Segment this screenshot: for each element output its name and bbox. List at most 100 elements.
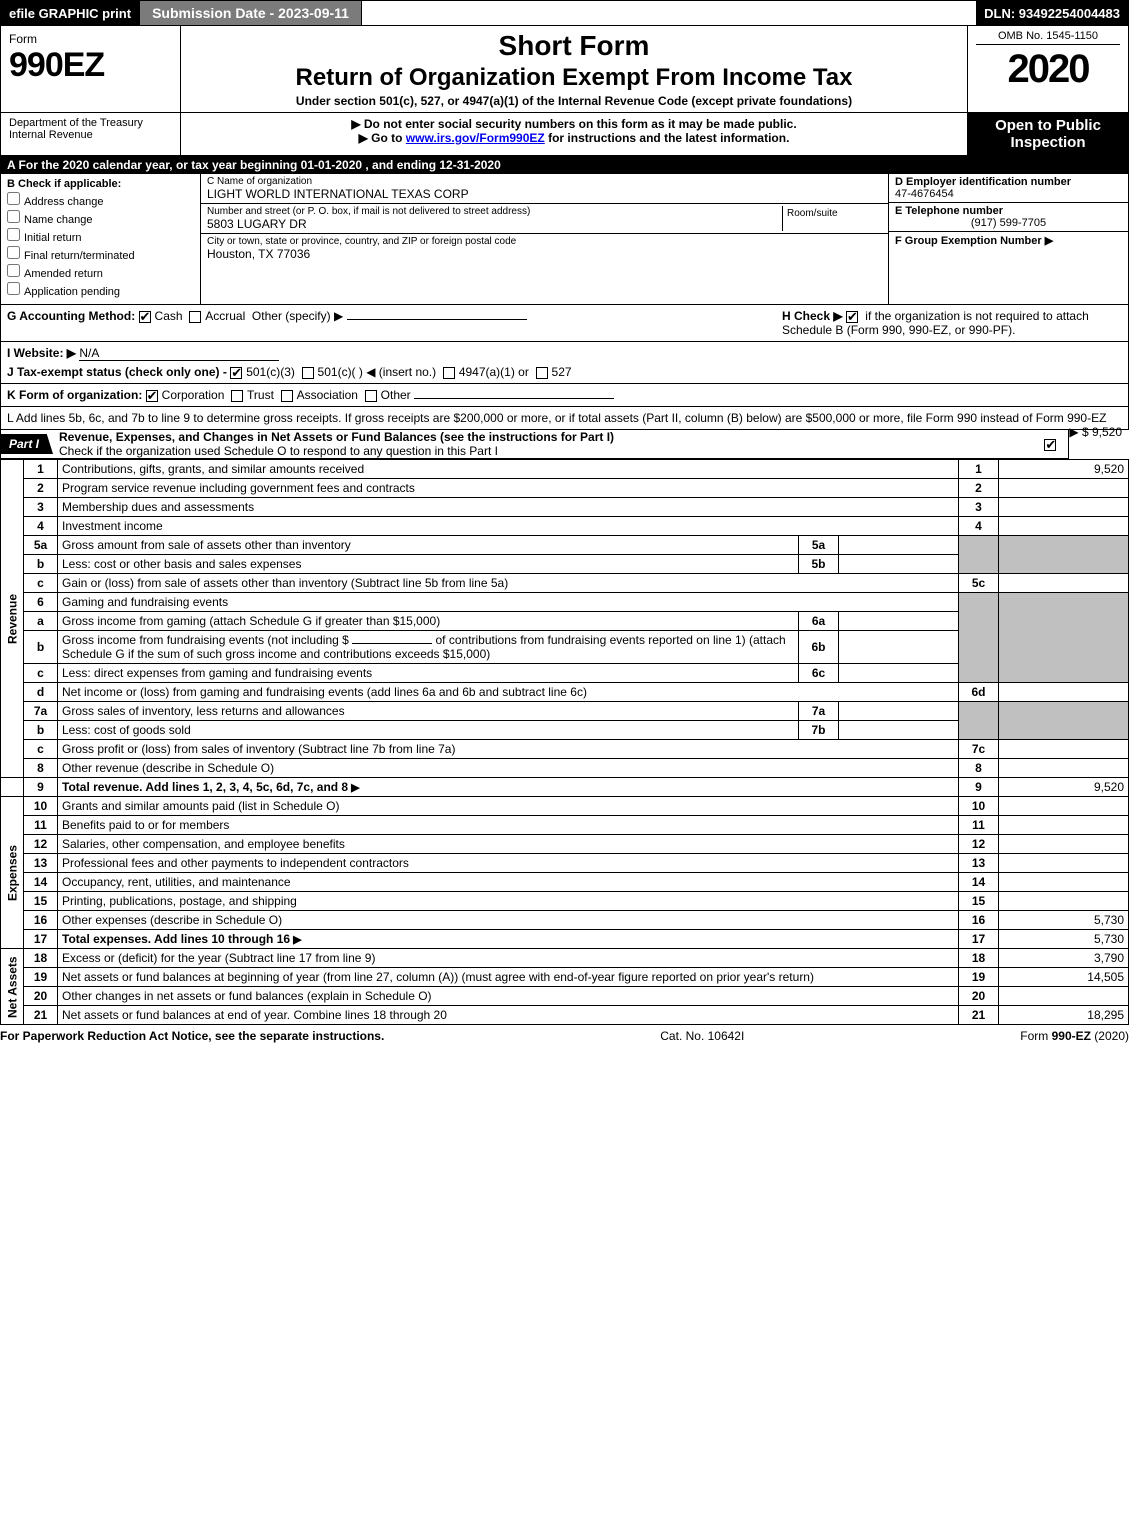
check-initial-return-box[interactable] bbox=[7, 228, 20, 241]
dept-irs: Internal Revenue bbox=[9, 129, 172, 141]
form-number: 990EZ bbox=[9, 46, 172, 85]
part-1-scheduleo-checkbox[interactable] bbox=[1044, 439, 1056, 451]
footer-right-form: 990-EZ bbox=[1052, 1029, 1091, 1043]
k-other-input[interactable] bbox=[414, 398, 614, 399]
line-2-num: 2 bbox=[24, 479, 58, 498]
k-other-checkbox[interactable] bbox=[365, 390, 377, 402]
section-g: G Accounting Method: Cash Accrual Other … bbox=[7, 309, 527, 337]
omb-year-box: OMB No. 1545-1150 2020 bbox=[968, 26, 1128, 112]
check-application-pending[interactable]: Application pending bbox=[7, 282, 194, 298]
instructions-box: ▶ Do not enter social security numbers o… bbox=[181, 113, 968, 155]
line-7b-num: b bbox=[24, 721, 58, 740]
check-final-return-text: Final return/terminated bbox=[24, 250, 135, 262]
check-amended-return[interactable]: Amended return bbox=[7, 264, 194, 280]
side-label-expenses: Expenses bbox=[1, 797, 24, 949]
line-21-rnum: 21 bbox=[959, 1006, 999, 1025]
table-row: 3 Membership dues and assessments 3 bbox=[1, 498, 1129, 517]
line-5b-desc: Less: cost or other basis and sales expe… bbox=[58, 555, 799, 574]
check-application-pending-box[interactable] bbox=[7, 282, 20, 295]
check-name-change[interactable]: Name change bbox=[7, 210, 194, 226]
check-address-change[interactable]: Address change bbox=[7, 192, 194, 208]
line-6d-desc: Net income or (loss) from gaming and fun… bbox=[58, 683, 959, 702]
line-5c-desc: Gain or (loss) from sale of assets other… bbox=[58, 574, 959, 593]
accounting-other-input[interactable] bbox=[347, 319, 527, 320]
accounting-accrual-checkbox[interactable] bbox=[189, 311, 201, 323]
line-6b-inval bbox=[839, 631, 959, 664]
line-11-rnum: 11 bbox=[959, 816, 999, 835]
j-501c-label: 501(c)( ) ◀ (insert no.) bbox=[318, 365, 437, 379]
check-initial-return[interactable]: Initial return bbox=[7, 228, 194, 244]
line-19-num: 19 bbox=[24, 968, 58, 987]
table-row: 8 Other revenue (describe in Schedule O)… bbox=[1, 759, 1129, 778]
instructions-link[interactable]: www.irs.gov/Form990EZ bbox=[406, 131, 545, 145]
line-21-desc: Net assets or fund balances at end of ye… bbox=[58, 1006, 959, 1025]
line-12-num: 12 bbox=[24, 835, 58, 854]
line-5b-inval bbox=[839, 555, 959, 574]
check-final-return[interactable]: Final return/terminated bbox=[7, 246, 194, 262]
line-7ab-rnum-grey bbox=[959, 702, 999, 740]
line-13-rnum: 13 bbox=[959, 854, 999, 873]
j-501c3-checkbox[interactable] bbox=[230, 367, 242, 379]
line-12-rnum: 12 bbox=[959, 835, 999, 854]
line-13-desc: Professional fees and other payments to … bbox=[58, 854, 959, 873]
section-j: J Tax-exempt status (check only one) - 5… bbox=[7, 365, 1122, 379]
check-amended-return-box[interactable] bbox=[7, 264, 20, 277]
org-name-cell: C Name of organization LIGHT WORLD INTER… bbox=[201, 174, 888, 204]
line-17-desc: Total expenses. Add lines 10 through 16 bbox=[58, 930, 959, 949]
k-assoc-checkbox[interactable] bbox=[281, 390, 293, 402]
accounting-cash-checkbox[interactable] bbox=[139, 311, 151, 323]
line-6a-desc: Gross income from gaming (attach Schedul… bbox=[58, 612, 799, 631]
line-4-desc: Investment income bbox=[58, 517, 959, 536]
open-to-public-box: Open to Public Inspection bbox=[968, 113, 1128, 155]
table-row: Revenue 1 Contributions, gifts, grants, … bbox=[1, 460, 1129, 479]
check-name-change-box[interactable] bbox=[7, 210, 20, 223]
section-l: L Add lines 5b, 6c, and 7b to line 9 to … bbox=[0, 407, 1129, 430]
line-6-rnum-grey bbox=[959, 593, 999, 683]
line-6c-innum: 6c bbox=[799, 664, 839, 683]
dept-treasury: Department of the Treasury bbox=[9, 117, 172, 129]
line-7a-desc: Gross sales of inventory, less returns a… bbox=[58, 702, 799, 721]
line-15-rnum: 15 bbox=[959, 892, 999, 911]
j-501c-checkbox[interactable] bbox=[302, 367, 314, 379]
check-address-change-box[interactable] bbox=[7, 192, 20, 205]
inst2-suffix: for instructions and the latest informat… bbox=[545, 131, 790, 145]
line-7c-rnum: 7c bbox=[959, 740, 999, 759]
section-i-j: I Website: ▶ N/A J Tax-exempt status (ch… bbox=[0, 342, 1129, 384]
j-527-label: 527 bbox=[552, 365, 572, 379]
line-14-rnum: 14 bbox=[959, 873, 999, 892]
j-527-checkbox[interactable] bbox=[536, 367, 548, 379]
section-h-label: H Check ▶ bbox=[782, 309, 843, 323]
line-10-desc: Grants and similar amounts paid (list in… bbox=[58, 797, 959, 816]
form-id-box: Form 990EZ bbox=[1, 26, 181, 112]
line-18-desc: Excess or (deficit) for the year (Subtra… bbox=[58, 949, 959, 968]
line-5ab-rval-grey bbox=[999, 536, 1129, 574]
check-final-return-box[interactable] bbox=[7, 246, 20, 259]
side-label-revenue: Revenue bbox=[1, 460, 24, 778]
line-1-desc: Contributions, gifts, grants, and simila… bbox=[58, 460, 959, 479]
line-18-num: 18 bbox=[24, 949, 58, 968]
ein-label: D Employer identification number bbox=[895, 176, 1122, 188]
telephone-value: (917) 599-7705 bbox=[895, 217, 1122, 229]
line-12-desc: Salaries, other compensation, and employ… bbox=[58, 835, 959, 854]
section-h-checkbox[interactable] bbox=[846, 311, 858, 323]
line-4-num: 4 bbox=[24, 517, 58, 536]
j-4947-checkbox[interactable] bbox=[443, 367, 455, 379]
line-19-desc: Net assets or fund balances at beginning… bbox=[58, 968, 959, 987]
org-name-value: LIGHT WORLD INTERNATIONAL TEXAS CORP bbox=[207, 187, 882, 201]
part-1-check bbox=[1036, 437, 1068, 451]
table-row: 17 Total expenses. Add lines 10 through … bbox=[1, 930, 1129, 949]
inst2-prefix: ▶ Go to bbox=[359, 131, 406, 145]
section-l-text: L Add lines 5b, 6c, and 7b to line 9 to … bbox=[7, 411, 1106, 425]
k-corp-checkbox[interactable] bbox=[146, 390, 158, 402]
line-6b-blank[interactable] bbox=[352, 643, 432, 644]
line-7c-num: c bbox=[24, 740, 58, 759]
k-trust-checkbox[interactable] bbox=[231, 390, 243, 402]
line-7a-num: 7a bbox=[24, 702, 58, 721]
topbar-spacer bbox=[362, 1, 976, 25]
line-6d-num: d bbox=[24, 683, 58, 702]
line-7c-desc: Gross profit or (loss) from sales of inv… bbox=[58, 740, 959, 759]
line-11-desc: Benefits paid to or for members bbox=[58, 816, 959, 835]
org-city-value: Houston, TX 77036 bbox=[207, 247, 882, 261]
entity-block: B Check if applicable: Address change Na… bbox=[0, 174, 1129, 305]
line-20-rnum: 20 bbox=[959, 987, 999, 1006]
